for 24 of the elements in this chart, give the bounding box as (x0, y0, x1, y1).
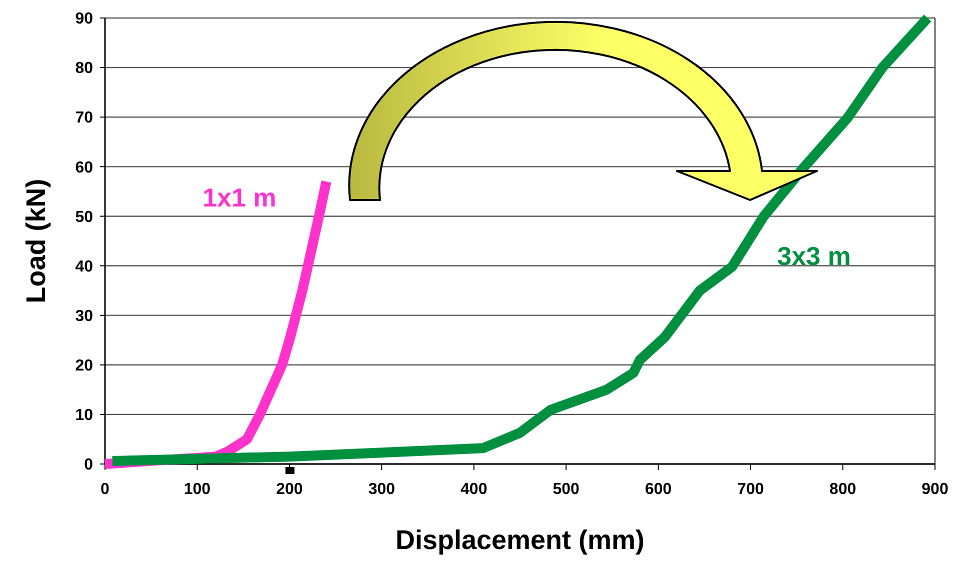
x-tick-label: 700 (737, 481, 764, 498)
y-tick-label: 10 (75, 407, 94, 424)
x-tick-label: 600 (644, 481, 672, 498)
y-tick-label: 80 (75, 60, 94, 78)
y-tick-label: 60 (75, 159, 94, 176)
y-tick-label: 0 (84, 456, 94, 474)
x-tick-label: 400 (460, 481, 488, 498)
y-tick-label: 40 (75, 258, 94, 276)
x-tick-label: 100 (184, 481, 211, 498)
x-tick-label: 800 (829, 481, 856, 498)
y-tick-label: 30 (75, 308, 94, 325)
series-label: 3x3 m (777, 240, 851, 271)
x-axis-title: Displacement (mm) (395, 525, 645, 555)
y-axis-title: Load (kN) (21, 178, 51, 304)
x-tick-label: 500 (552, 481, 580, 498)
y-tick-label: 70 (75, 110, 94, 127)
y-tick-label: 20 (75, 357, 94, 374)
x-tick-label: 0 (100, 481, 110, 498)
x-tick-label: 200 (276, 481, 303, 498)
x-tick-label: 300 (368, 481, 396, 498)
x-tick-label: 900 (922, 481, 948, 498)
series-label: 1x1 m (202, 182, 276, 213)
y-tick-label: 50 (75, 208, 94, 226)
y-tick-label: 90 (75, 10, 94, 28)
